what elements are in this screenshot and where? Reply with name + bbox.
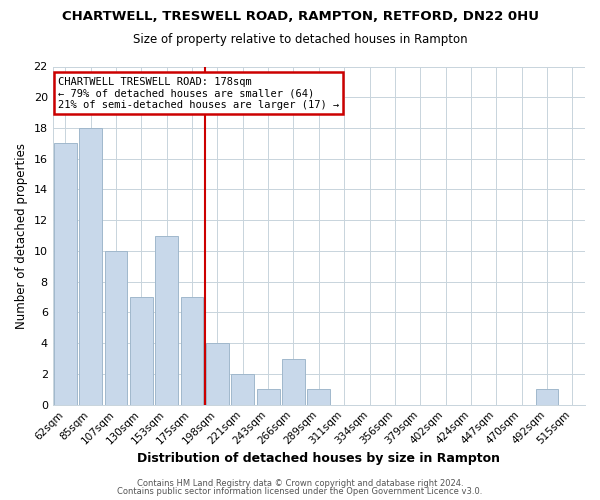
Bar (232, 374, 254, 404)
Bar (130, 297, 153, 405)
Bar (282, 358, 305, 405)
Bar (307, 390, 330, 404)
Y-axis label: Number of detached properties: Number of detached properties (15, 142, 28, 328)
Text: Size of property relative to detached houses in Rampton: Size of property relative to detached ho… (133, 32, 467, 46)
Bar (257, 390, 280, 404)
Text: Contains HM Land Registry data © Crown copyright and database right 2024.: Contains HM Land Registry data © Crown c… (137, 478, 463, 488)
Text: CHARTWELL TRESWELL ROAD: 178sqm
← 79% of detached houses are smaller (64)
21% of: CHARTWELL TRESWELL ROAD: 178sqm ← 79% of… (58, 76, 339, 110)
Bar (206, 343, 229, 404)
Text: CHARTWELL, TRESWELL ROAD, RAMPTON, RETFORD, DN22 0HU: CHARTWELL, TRESWELL ROAD, RAMPTON, RETFO… (62, 10, 539, 23)
Bar (104, 251, 127, 404)
X-axis label: Distribution of detached houses by size in Rampton: Distribution of detached houses by size … (137, 452, 500, 465)
Bar (155, 236, 178, 404)
Bar (79, 128, 102, 404)
Text: Contains public sector information licensed under the Open Government Licence v3: Contains public sector information licen… (118, 487, 482, 496)
Bar (54, 144, 77, 404)
Bar (181, 297, 203, 405)
Bar (536, 390, 559, 404)
